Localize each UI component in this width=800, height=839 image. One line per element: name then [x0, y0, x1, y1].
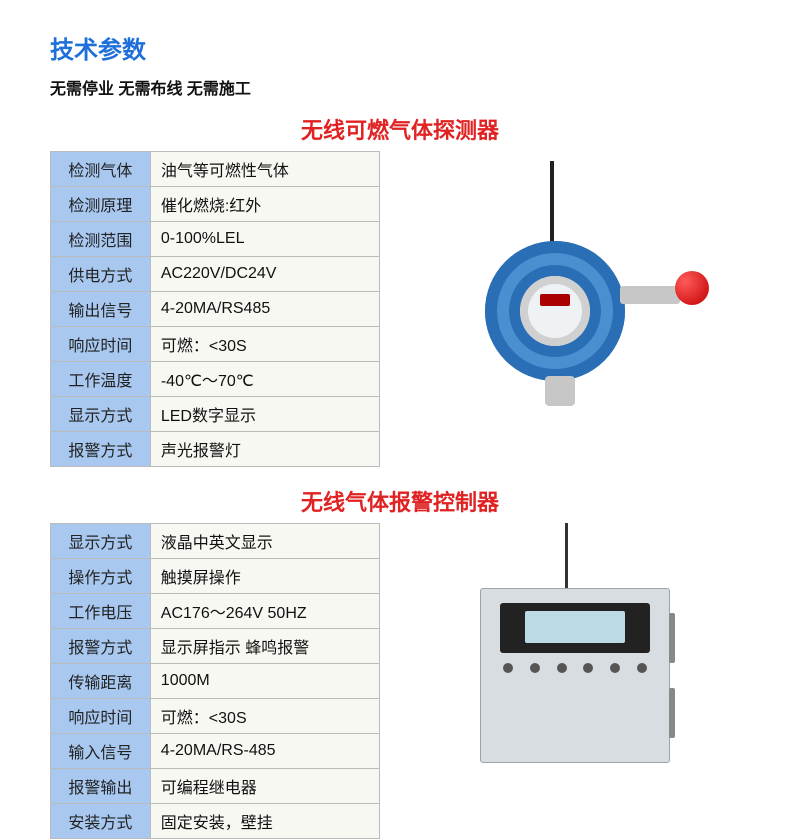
page-heading: 技术参数	[50, 30, 750, 65]
spec-value: 液晶中英文显示	[150, 524, 379, 559]
spec-value: 油气等可燃性气体	[150, 152, 379, 187]
table-row: 输出信号4-20MA/RS485	[51, 292, 380, 327]
spec-label: 显示方式	[51, 524, 151, 559]
detector-illustration	[380, 151, 750, 411]
table-row: 响应时间可燃：<30S	[51, 327, 380, 362]
spec-value: AC176～264V 50HZ	[150, 594, 379, 629]
table-row: 检测原理催化燃烧:红外	[51, 187, 380, 222]
spec-value: 催化燃烧:红外	[150, 187, 379, 222]
spec-label: 报警输出	[51, 769, 151, 804]
table-row: 显示方式LED数字显示	[51, 397, 380, 432]
spec-label: 安装方式	[51, 804, 151, 839]
hinge-icon	[669, 613, 675, 663]
spec-value: 4-20MA/RS485	[150, 292, 379, 327]
section-detector: 无线可燃气体探测器 检测气体油气等可燃性气体检测原理催化燃烧:红外检测范围0-1…	[50, 113, 750, 467]
spec-label: 操作方式	[51, 559, 151, 594]
spec-value: 固定安装，壁挂	[150, 804, 379, 839]
table-row: 传输距离1000M	[51, 664, 380, 699]
table-row: 操作方式触摸屏操作	[51, 559, 380, 594]
spec-label: 供电方式	[51, 257, 151, 292]
spec-value: 0-100%LEL	[150, 222, 379, 257]
spec-value: -40℃～70℃	[150, 362, 379, 397]
table-row: 供电方式AC220V/DC24V	[51, 257, 380, 292]
detector-arm-icon	[620, 286, 680, 304]
spec-label: 工作电压	[51, 594, 151, 629]
spec-table-detector: 检测气体油气等可燃性气体检测原理催化燃烧:红外检测范围0-100%LEL供电方式…	[50, 151, 380, 467]
table-row: 报警方式显示屏指示 蜂鸣报警	[51, 629, 380, 664]
controller-illustration	[380, 523, 750, 783]
spec-label: 工作温度	[51, 362, 151, 397]
sensor-icon	[545, 376, 575, 406]
beacon-icon	[675, 271, 709, 305]
spec-table-controller: 显示方式液晶中英文显示操作方式触摸屏操作工作电压AC176～264V 50HZ报…	[50, 523, 380, 839]
antenna-icon	[565, 523, 568, 593]
table-row: 工作电压AC176～264V 50HZ	[51, 594, 380, 629]
section-controller: 无线气体报警控制器 显示方式液晶中英文显示操作方式触摸屏操作工作电压AC176～…	[50, 485, 750, 839]
spec-value: 可燃：<30S	[150, 327, 379, 362]
table-row: 检测气体油气等可燃性气体	[51, 152, 380, 187]
spec-value: 显示屏指示 蜂鸣报警	[150, 629, 379, 664]
spec-value: AC220V/DC24V	[150, 257, 379, 292]
section-title: 无线气体报警控制器	[50, 485, 750, 517]
spec-label: 传输距离	[51, 664, 151, 699]
table-row: 报警输出可编程继电器	[51, 769, 380, 804]
spec-value: LED数字显示	[150, 397, 379, 432]
spec-label: 报警方式	[51, 629, 151, 664]
spec-value: 声光报警灯	[150, 432, 379, 467]
spec-label: 报警方式	[51, 432, 151, 467]
table-row: 显示方式液晶中英文显示	[51, 524, 380, 559]
spec-value: 触摸屏操作	[150, 559, 379, 594]
table-row: 输入信号 4-20MA/RS-485	[51, 734, 380, 769]
antenna-icon	[550, 161, 554, 251]
section-body: 显示方式液晶中英文显示操作方式触摸屏操作工作电压AC176～264V 50HZ报…	[50, 523, 750, 839]
spec-value: 1000M	[150, 664, 379, 699]
page-subheading: 无需停业 无需布线 无需施工	[50, 75, 750, 99]
controller-buttons-icon	[503, 663, 647, 677]
hinge-icon	[669, 688, 675, 738]
spec-label: 显示方式	[51, 397, 151, 432]
spec-label: 响应时间	[51, 699, 151, 734]
spec-label: 响应时间	[51, 327, 151, 362]
section-title: 无线可燃气体探测器	[50, 113, 750, 145]
spec-value: 可编程继电器	[150, 769, 379, 804]
detector-display-icon	[520, 276, 590, 346]
spec-value: 可燃：<30S	[150, 699, 379, 734]
spec-label: 检测范围	[51, 222, 151, 257]
table-row: 响应时间可燃：<30S	[51, 699, 380, 734]
spec-value: 4-20MA/RS-485	[150, 734, 379, 769]
table-row: 报警方式声光报警灯	[51, 432, 380, 467]
controller-screen-icon	[525, 611, 625, 643]
spec-label: 检测气体	[51, 152, 151, 187]
spec-label: 输入信号	[51, 734, 151, 769]
table-row: 工作温度-40℃～70℃	[51, 362, 380, 397]
section-body: 检测气体油气等可燃性气体检测原理催化燃烧:红外检测范围0-100%LEL供电方式…	[50, 151, 750, 467]
table-row: 安装方式固定安装，壁挂	[51, 804, 380, 839]
table-row: 检测范围0-100%LEL	[51, 222, 380, 257]
spec-label: 检测原理	[51, 187, 151, 222]
spec-label: 输出信号	[51, 292, 151, 327]
